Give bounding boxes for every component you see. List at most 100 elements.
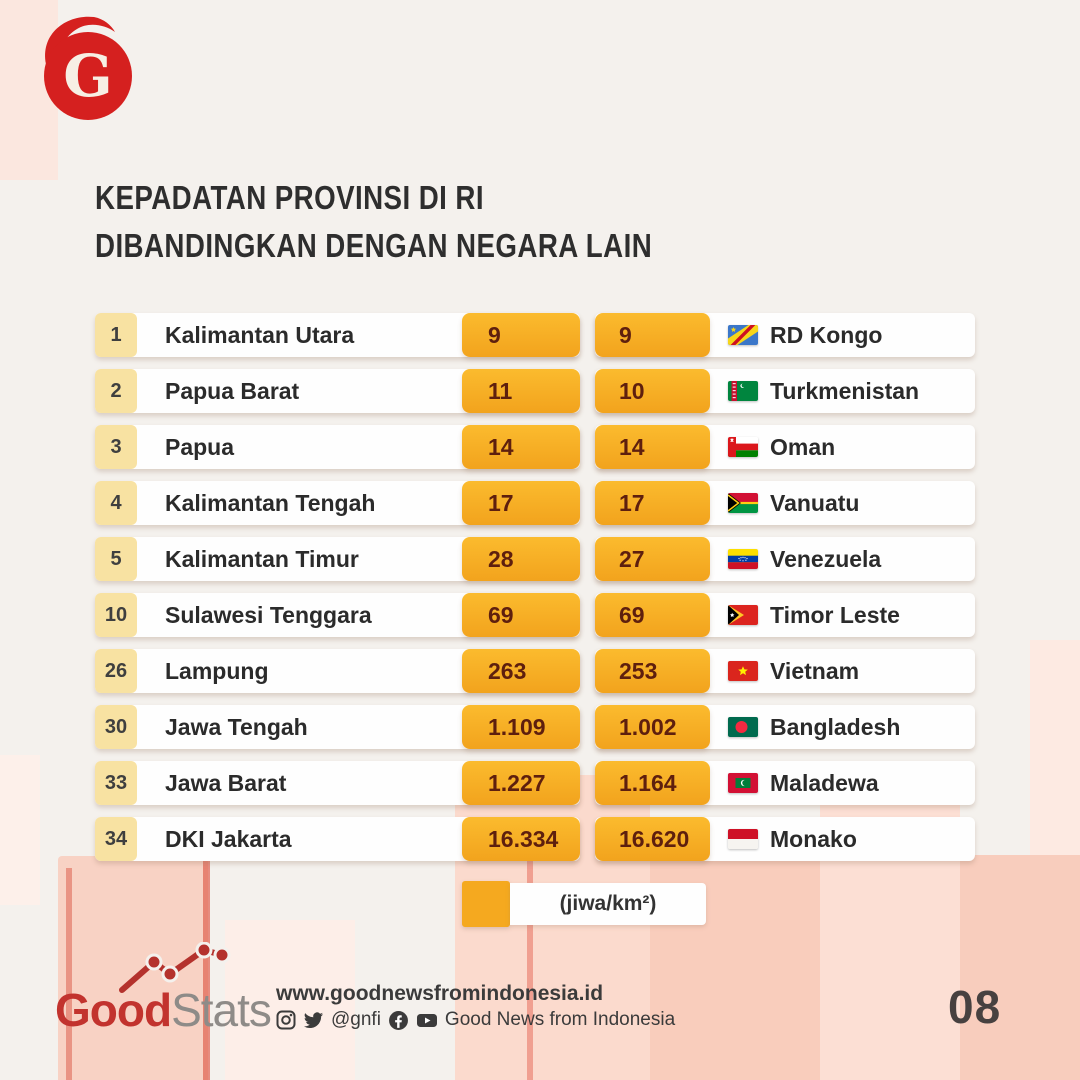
country-name: Monako xyxy=(770,826,857,852)
skyline-building xyxy=(1030,640,1080,870)
rank-badge: 4 xyxy=(95,481,137,525)
country-name: Timor Leste xyxy=(770,602,900,628)
flag-turkmenistan-icon xyxy=(728,381,758,401)
country-card: 1.164 Maladewa xyxy=(595,761,975,805)
province-card: 1 Kalimantan Utara 9 xyxy=(95,313,580,357)
country-card: 27 Venezuela xyxy=(595,537,975,581)
country-density-badge: 1.164 xyxy=(595,761,710,805)
province-card: 26 Lampung 263 xyxy=(95,649,580,693)
rank-badge: 33 xyxy=(95,761,137,805)
social-name: Good News from Indonesia xyxy=(444,1009,676,1030)
country-card: 69 Timor Leste xyxy=(595,593,975,637)
table-row: 34 DKI Jakarta 16.334 16.620 Monako xyxy=(95,817,975,861)
density-table: 1 Kalimantan Utara 9 9 RD Kongo 2 Papua … xyxy=(95,313,975,873)
province-card: 33 Jawa Barat 1.227 xyxy=(95,761,580,805)
province-card: 34 DKI Jakarta 16.334 xyxy=(95,817,580,861)
rank-badge: 10 xyxy=(95,593,137,637)
facebook-icon[interactable] xyxy=(388,1010,409,1031)
flag-bangladesh-icon xyxy=(728,717,758,737)
country-density-badge: 16.620 xyxy=(595,817,710,861)
skyline-antenna xyxy=(203,848,210,1080)
province-name: Kalimantan Tengah xyxy=(165,490,376,516)
rank-badge: 3 xyxy=(95,425,137,469)
country-name: Vanuatu xyxy=(770,490,860,516)
flag-timor-leste-icon xyxy=(728,605,758,625)
country-density-badge: 17 xyxy=(595,481,710,525)
brand-stats: Stats xyxy=(171,984,272,1036)
table-row: 10 Sulawesi Tenggara 69 69 Timor Leste xyxy=(95,593,975,637)
province-density-badge: 9 xyxy=(462,313,580,357)
gnfi-logo-icon: G xyxy=(36,12,136,124)
country-density-badge: 27 xyxy=(595,537,710,581)
country-card: 9 RD Kongo xyxy=(595,313,975,357)
rank-badge: 30 xyxy=(95,705,137,749)
twitter-icon[interactable] xyxy=(303,1010,324,1031)
flag-vanuatu-icon xyxy=(728,493,758,513)
country-name: Turkmenistan xyxy=(770,378,920,404)
province-name: Papua Barat xyxy=(165,378,300,404)
rank-badge: 26 xyxy=(95,649,137,693)
province-name: Kalimantan Timur xyxy=(165,546,359,572)
goodstats-chart-icon xyxy=(112,941,262,1001)
table-row: 4 Kalimantan Tengah 17 17 Vanuatu xyxy=(95,481,975,525)
social-row: @gnfi Good News from Indonesia xyxy=(276,1008,675,1032)
province-density-badge: 17 xyxy=(462,481,580,525)
table-row: 30 Jawa Tengah 1.109 1.002 Bangladesh xyxy=(95,705,975,749)
title-line-1: KEPADATAN PROVINSI DI RI xyxy=(95,179,484,216)
province-card: 30 Jawa Tengah 1.109 xyxy=(95,705,580,749)
flag-maladewa-icon xyxy=(728,773,758,793)
youtube-icon[interactable] xyxy=(416,1010,438,1030)
goodstats-logo: GoodStats xyxy=(55,983,272,1037)
gnfi-letter: G xyxy=(63,42,113,110)
skyline-building xyxy=(960,855,1080,1080)
instagram-icon[interactable] xyxy=(276,1010,296,1030)
province-density-badge: 1.227 xyxy=(462,761,580,805)
social-handle[interactable]: @gnfi xyxy=(331,1009,381,1030)
country-card: 1.002 Bangladesh xyxy=(595,705,975,749)
flag-monako-icon xyxy=(728,829,758,849)
skyline-building xyxy=(0,755,40,905)
province-name: Lampung xyxy=(165,658,269,684)
province-density-badge: 263 xyxy=(462,649,580,693)
table-row: 26 Lampung 263 253 Vietnam xyxy=(95,649,975,693)
page-number: 08 xyxy=(948,981,1002,1033)
skyline-antenna xyxy=(527,840,533,1080)
legend-label: (jiwa/km²) xyxy=(510,883,706,925)
country-card: 253 Vietnam xyxy=(595,649,975,693)
country-card: 14 Oman xyxy=(595,425,975,469)
province-name: Jawa Tengah xyxy=(165,714,308,740)
rank-badge: 2 xyxy=(95,369,137,413)
country-density-badge: 1.002 xyxy=(595,705,710,749)
brand-good: Good xyxy=(55,984,172,1036)
country-name: Oman xyxy=(770,434,836,460)
province-density-badge: 16.334 xyxy=(462,817,580,861)
website-url[interactable]: www.goodnewsfromindonesia.id xyxy=(276,982,604,1005)
table-row: 3 Papua 14 14 Oman xyxy=(95,425,975,469)
title-line-2: DIBANDINGKAN DENGAN NEGARA LAIN xyxy=(95,227,653,264)
country-density-badge: 14 xyxy=(595,425,710,469)
country-density-badge: 9 xyxy=(595,313,710,357)
province-density-badge: 69 xyxy=(462,593,580,637)
province-name: Papua xyxy=(165,434,235,460)
table-row: 2 Papua Barat 11 10 Turkmenistan xyxy=(95,369,975,413)
province-density-badge: 1.109 xyxy=(462,705,580,749)
province-card: 4 Kalimantan Tengah 17 xyxy=(95,481,580,525)
country-card: 17 Vanuatu xyxy=(595,481,975,525)
flag-rd-kongo-icon xyxy=(728,325,758,345)
table-row: 33 Jawa Barat 1.227 1.164 Maladewa xyxy=(95,761,975,805)
flag-venezuela-icon xyxy=(728,549,758,569)
skyline-antenna xyxy=(66,868,72,1080)
legend-swatch xyxy=(462,881,510,927)
country-name: RD Kongo xyxy=(770,322,883,348)
province-name: Jawa Barat xyxy=(165,770,287,796)
country-name: Vietnam xyxy=(770,658,860,684)
country-density-badge: 253 xyxy=(595,649,710,693)
country-card: 16.620 Monako xyxy=(595,817,975,861)
country-density-badge: 69 xyxy=(595,593,710,637)
rank-badge: 34 xyxy=(95,817,137,861)
province-name: DKI Jakarta xyxy=(165,826,292,852)
province-card: 5 Kalimantan Timur 28 xyxy=(95,537,580,581)
province-card: 10 Sulawesi Tenggara 69 xyxy=(95,593,580,637)
skyline-building xyxy=(650,845,820,1080)
